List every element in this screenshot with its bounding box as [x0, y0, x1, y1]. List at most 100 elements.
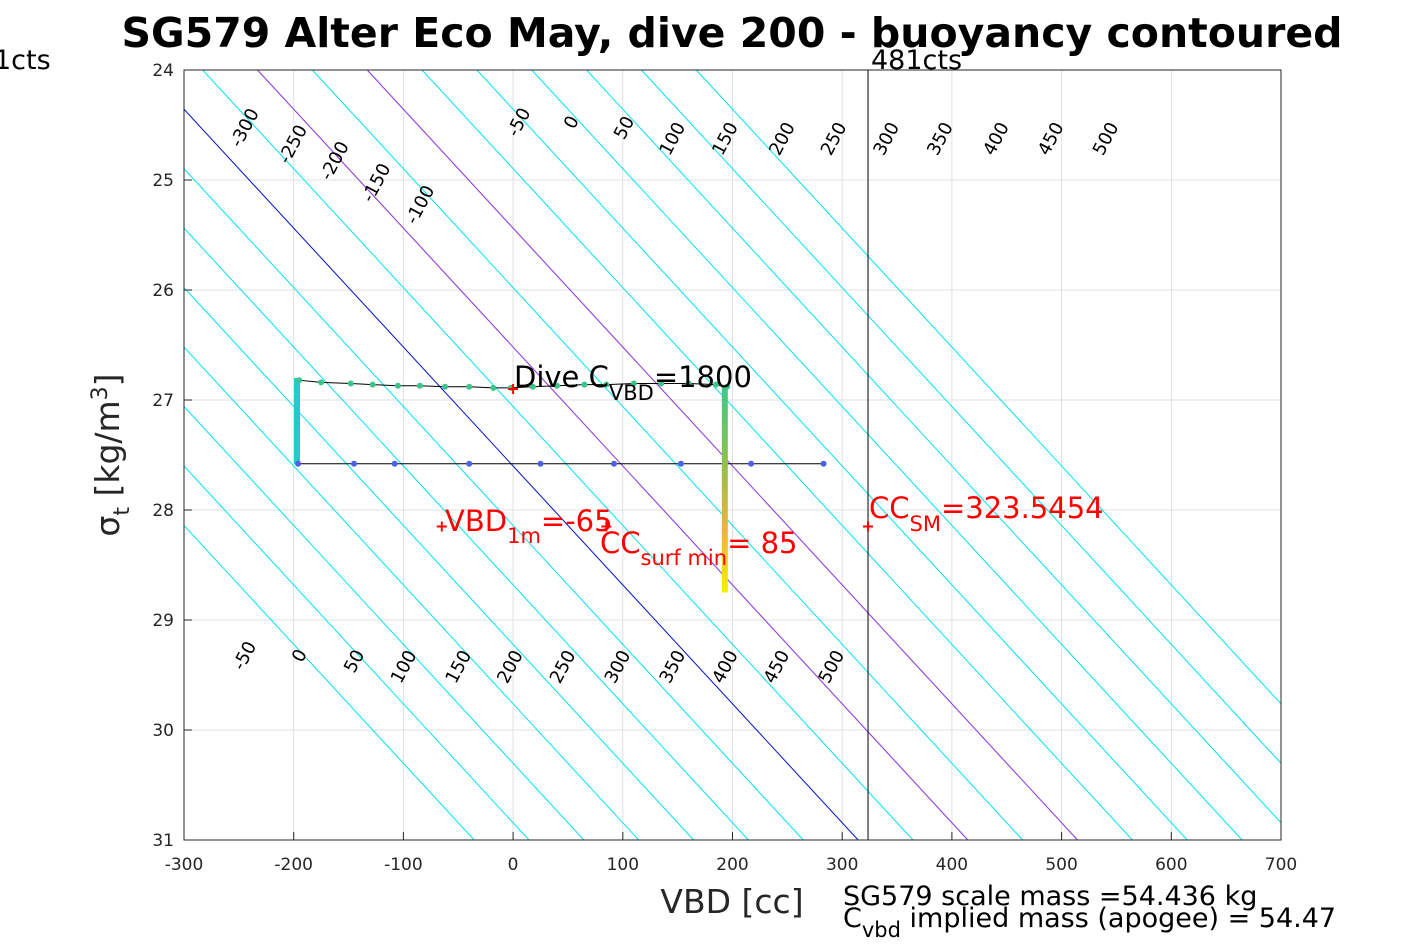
cc-surf-sub: surf min — [641, 546, 728, 570]
cyan-contour-line — [586, 70, 1281, 824]
markers — [436, 384, 874, 532]
y-tick-label: 25 — [152, 171, 174, 191]
cyan-contour-line — [184, 465, 530, 840]
y-tick-label: 30 — [152, 721, 174, 741]
cyan-contour-line — [641, 70, 1281, 765]
right-counts-label: 481cts — [871, 45, 962, 76]
left-counts-label: 1cts — [0, 45, 51, 76]
dive-path — [293, 70, 869, 840]
vbd-1m-prefix: VBD — [445, 504, 507, 538]
dive-c-sub: VBD — [609, 381, 654, 405]
cc-sm-prefix: CC — [869, 491, 910, 525]
x-tick-label: 0 — [508, 855, 519, 875]
x-tick-label: 700 — [1265, 855, 1297, 875]
cyan-contour-line — [184, 346, 640, 840]
svg-text:Cvbd implied mass (apogee) = 5: Cvbd implied mass (apogee) = 54.47 — [843, 903, 1336, 942]
dive-c-suffix: =1800 — [654, 360, 752, 394]
x-tick-label: 400 — [936, 855, 968, 875]
blue-contour-line — [184, 108, 859, 840]
svg-text:Dive CVBD=1800: Dive CVBD=1800 — [514, 360, 752, 405]
y-axis-sub: t — [110, 507, 135, 516]
dive-c-prefix: Dive C — [514, 360, 609, 394]
dive-point-lower — [295, 460, 302, 467]
right-vertical-column — [721, 386, 728, 593]
cc-surf-annotation: CCsurf min= 85 — [600, 526, 797, 570]
x-tick-label: 300 — [826, 855, 858, 875]
cyan-contour-line — [184, 524, 475, 840]
svg-text:CCsurf min= 85: CCsurf min= 85 — [600, 526, 797, 570]
y-tick-label: 24 — [152, 61, 174, 81]
dive-point-lower — [391, 460, 398, 467]
cyan-contour-line — [311, 70, 1024, 840]
y-tick-label: 29 — [152, 611, 174, 631]
x-axis-ticks: -300 -200 -100 0 100 200 300 400 500 600 700 — [165, 832, 1297, 875]
implied-mass-prefix: C — [843, 903, 862, 934]
y-axis-unit-prefix: [kg/m — [88, 400, 127, 507]
cyan-contour-line — [184, 227, 749, 840]
y-tick-label: 31 — [152, 831, 174, 851]
cyan-contour-line — [184, 167, 804, 840]
cyan-contour-line — [184, 405, 585, 840]
y-tick-label: 26 — [152, 281, 174, 301]
dive-point-upper — [347, 380, 354, 387]
cc-sm-suffix: =323.5454 — [941, 491, 1104, 525]
dive-point-upper — [394, 382, 401, 389]
dive-point-lower — [537, 460, 544, 467]
cyan-contour-line — [184, 286, 694, 840]
dive-point-upper — [296, 377, 303, 384]
dive-point-lower — [820, 460, 827, 467]
dive-point-upper — [658, 380, 665, 387]
y-axis-symbol: σ — [88, 516, 127, 537]
dive-point-lower — [351, 460, 358, 467]
dive-point-upper — [369, 381, 376, 388]
dive-point-lower — [748, 460, 755, 467]
dive-point-upper — [713, 381, 720, 388]
cyan-contour-line — [476, 70, 1188, 840]
svg-text:σt [kg/m3]: σt [kg/m3] — [88, 373, 135, 536]
implied-mass-sub: vbd — [862, 918, 901, 942]
dive-point-upper — [416, 382, 423, 389]
magenta-contour-line — [257, 70, 969, 840]
dive-point-lower — [466, 460, 473, 467]
bottom-info: SG579 scale mass =54.436 kg Cvbd implied… — [843, 881, 1336, 942]
dive-point-upper — [490, 384, 497, 391]
dive-c-annotation: Dive CVBD=1800 — [514, 360, 752, 405]
x-tick-label: 500 — [1045, 855, 1077, 875]
dive-point-upper — [466, 383, 473, 390]
cc-sm-sub: SM — [910, 512, 941, 536]
svg-text:VBD1m=-65: VBD1m=-65 — [445, 504, 613, 548]
x-axis-label: VBD [cc] — [660, 882, 803, 921]
x-tick-label: 600 — [1155, 855, 1187, 875]
x-tick-label: -100 — [384, 855, 423, 875]
dive-point-lower — [677, 460, 684, 467]
x-tick-label: 200 — [716, 855, 748, 875]
cyan-contour-line — [695, 70, 1281, 705]
dive-point-upper — [630, 380, 637, 387]
y-axis-unit-suffix: ] — [88, 373, 127, 386]
vbd-1m-annotation: VBD1m=-65 — [445, 504, 613, 548]
cc-surf-suffix: = 85 — [727, 526, 797, 560]
dive-path-upper-line — [297, 377, 728, 389]
dive-point-upper — [442, 383, 449, 390]
x-tick-label: -200 — [274, 855, 313, 875]
cyan-contour-line — [531, 70, 1243, 840]
cyan-contour-line — [421, 70, 1133, 840]
dive-point-upper — [318, 379, 325, 386]
dive-point-upper — [529, 383, 536, 390]
y-tick-label: 28 — [152, 501, 174, 521]
svg-text:CCSM=323.5454: CCSM=323.5454 — [869, 491, 1104, 536]
dive-point-lower — [611, 460, 618, 467]
scale-mass-text: SG579 scale mass =54.436 kg — [843, 881, 1257, 912]
dive-point-upper — [724, 383, 731, 390]
dive-point-upper — [581, 381, 588, 388]
dive-point-upper — [685, 380, 692, 387]
chart-title: SG579 Alter Eco May, dive 200 - buoyancy… — [121, 9, 1342, 57]
dive-point-upper — [603, 381, 610, 388]
implied-mass-suffix: implied mass (apogee) = 54.47 — [901, 903, 1336, 934]
cyan-contour-line — [202, 70, 914, 840]
y-axis-unit-sup: 3 — [88, 386, 113, 400]
plot-area: -300 -250 -200 -150 -100-50 0 50 100 150 200 250 30… — [152, 61, 1297, 875]
dive-point-upper — [553, 382, 560, 389]
cc-sm-annotation: CCSM=323.5454 — [869, 491, 1104, 536]
